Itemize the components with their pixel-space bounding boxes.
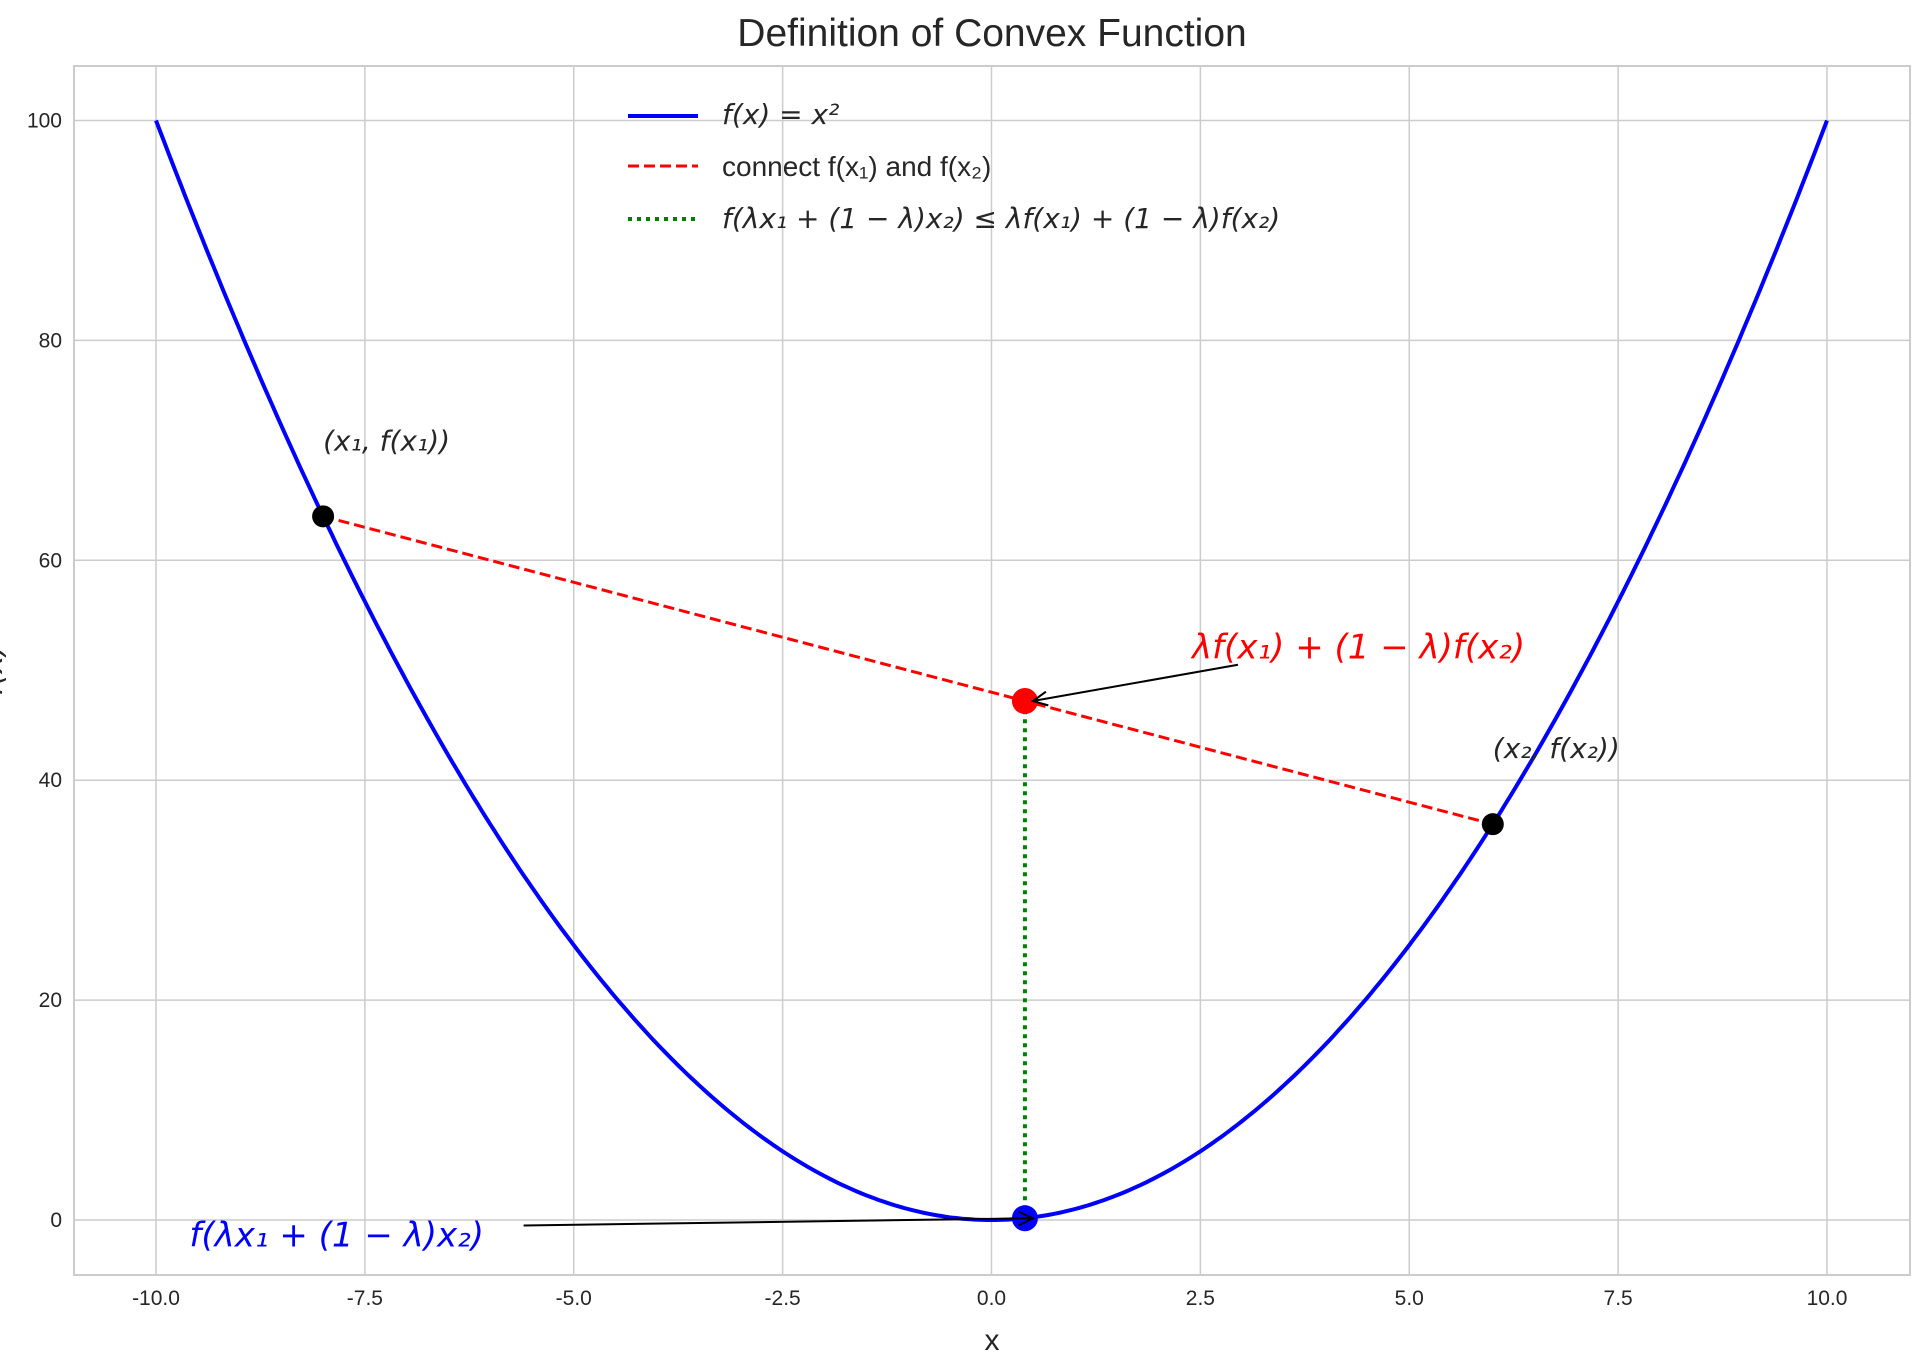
y-axis-label: f(x) xyxy=(0,644,10,696)
legend: f(x) = x² connect f(x₁) and f(x₂) f(λx₁ … xyxy=(628,98,1280,235)
x-tick-label: 2.5 xyxy=(1186,1287,1215,1310)
point-1 xyxy=(1481,813,1504,836)
annotation-label-0: (x₁, f(x₁)) xyxy=(323,424,450,457)
x-tick-label: -10.0 xyxy=(132,1287,180,1310)
x-tick-label: 5.0 xyxy=(1395,1287,1424,1310)
x-tick-label: 10.0 xyxy=(1807,1287,1848,1310)
x-tick-label: -7.5 xyxy=(347,1287,383,1310)
x-tick-label: -2.5 xyxy=(765,1287,801,1310)
y-tick-label: 60 xyxy=(39,549,62,572)
series-chord xyxy=(322,514,1494,826)
y-tick-label: 100 xyxy=(27,110,62,133)
x-tick-label: 7.5 xyxy=(1604,1287,1633,1310)
x-tick-labels: -10.0 -7.5 -5.0 -2.5 0.0 2.5 5.0 7.5 10.0 xyxy=(132,1287,1847,1310)
y-tick-label: 20 xyxy=(39,989,62,1012)
y-tick-labels: 0 20 40 60 80 100 xyxy=(27,110,62,1233)
annotation-arrow-2 xyxy=(1032,663,1239,703)
x-tick-label: 0.0 xyxy=(977,1287,1006,1310)
chart-marks: (x₁, f(x₁)) (x₂, f(x₂)) λf(x₁) + (1 − λ)f(… xyxy=(154,119,1829,1255)
point-2 xyxy=(1011,688,1038,715)
annotation-label-3: f(λx₁ + (1 − λ)x₂) xyxy=(189,1215,484,1255)
x-tick-label: -5.0 xyxy=(556,1287,592,1310)
y-tick-label: 80 xyxy=(39,329,62,352)
x-axis-label: x xyxy=(985,1324,1000,1357)
annotation-arrowhead-3 xyxy=(1017,1210,1036,1227)
annotation-label-2: λf(x₁) + (1 − λ)f(x₂) xyxy=(1190,627,1525,667)
annotation-label-1: (x₂, f(x₂)) xyxy=(1493,732,1620,765)
legend-label-chord: connect f(x₁) and f(x₂) xyxy=(722,151,991,182)
chart-title: Definition of Convex Function xyxy=(737,12,1246,55)
y-tick-label: 0 xyxy=(50,1209,62,1232)
y-tick-label: 40 xyxy=(39,769,62,792)
series-curve-fx xyxy=(154,119,1829,1222)
annotation-arrow-3 xyxy=(523,1217,1033,1227)
legend-label-inequality: f(λx₁ + (1 − λ)x₂) ≤ λf(x₁) + (1 − λ)f(x… xyxy=(722,202,1280,235)
legend-label-curve: f(x) = x² xyxy=(722,98,839,131)
annotation-arrowhead-2 xyxy=(1030,690,1049,707)
point-0 xyxy=(312,505,335,528)
